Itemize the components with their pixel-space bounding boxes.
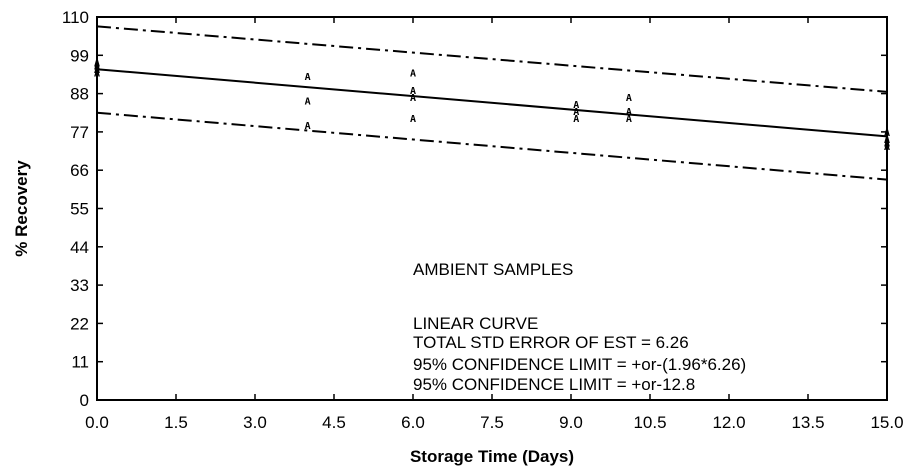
- data-point-marker: A: [626, 93, 632, 104]
- data-point-marker: A: [305, 72, 311, 83]
- x-tick-label: 6.0: [401, 413, 425, 432]
- fit-line-layer: [96, 68, 888, 138]
- x-tick-label: 1.5: [164, 413, 188, 432]
- upper-confidence-line: [96, 25, 888, 93]
- y-tick-label: 22: [70, 314, 89, 333]
- x-tick-label: 0.0: [85, 413, 109, 432]
- x-tick-label: 13.5: [791, 413, 824, 432]
- annotation-confidence-value: 95% CONFIDENCE LIMIT = +or-12.8: [413, 375, 695, 394]
- data-point-marker: A: [626, 107, 632, 118]
- y-axis-ticks: 0 11 22 33 44 55 66 77 88 99 110: [62, 8, 887, 410]
- data-point-marker: A: [410, 93, 416, 104]
- annotation-std-error: TOTAL STD ERROR OF EST = 6.26: [413, 333, 689, 352]
- x-tick-label: 7.5: [480, 413, 504, 432]
- y-tick-label: 66: [70, 161, 89, 180]
- x-axis-ticks: 0.0 1.5 3.0 4.5 6.0 7.5 9.0 10.5 12.0 13.5 15.0: [85, 17, 904, 432]
- y-tick-label: 11: [71, 353, 89, 372]
- x-tick-label: 9.0: [559, 413, 583, 432]
- data-point-marker: A: [410, 114, 416, 125]
- y-tick-label: 88: [70, 85, 89, 104]
- data-point-marker: A: [573, 107, 579, 118]
- annotation-curve-type: LINEAR CURVE: [413, 314, 538, 333]
- annotation-confidence-formula: 95% CONFIDENCE LIMIT = +or-(1.96*6.26): [413, 355, 746, 374]
- x-axis-title: Storage Time (Days): [410, 447, 574, 466]
- y-tick-label: 110: [62, 8, 89, 27]
- data-point-marker: A: [626, 114, 632, 125]
- y-axis-title: % Recovery: [12, 160, 31, 257]
- y-tick-label: 33: [70, 276, 89, 295]
- x-tick-label: 12.0: [712, 413, 745, 432]
- data-point-marker: A: [573, 114, 579, 125]
- y-tick-label: 44: [70, 238, 89, 257]
- y-tick-label: 0: [80, 391, 89, 410]
- x-tick-label: 15.0: [870, 413, 903, 432]
- upper-confidence-line-layer: [96, 25, 888, 93]
- data-point-marker: A: [410, 69, 416, 80]
- data-point-marker: A: [410, 86, 416, 97]
- annotation-sample-type: AMBIENT SAMPLES: [413, 260, 573, 279]
- x-tick-label: 4.5: [322, 413, 346, 432]
- lower-confidence-line-layer: [96, 111, 888, 181]
- data-point-marker: A: [305, 97, 311, 108]
- data-point-marker: A: [305, 121, 311, 132]
- x-tick-label: 3.0: [243, 413, 267, 432]
- linear-fit-line: [96, 68, 888, 138]
- data-point-marker: A: [573, 100, 579, 111]
- y-tick-label: 55: [70, 200, 89, 219]
- y-tick-label: 99: [70, 46, 89, 65]
- y-tick-label: 77: [70, 123, 89, 142]
- x-tick-label: 10.5: [633, 413, 666, 432]
- lower-confidence-line: [96, 111, 888, 181]
